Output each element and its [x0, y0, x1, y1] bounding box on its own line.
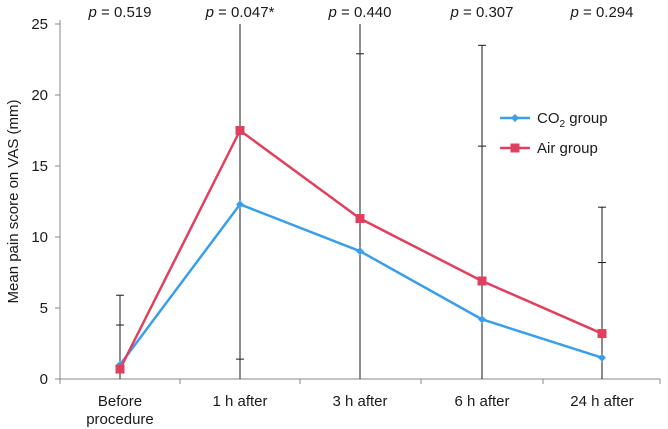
x-tick-label: 1 h after	[212, 393, 267, 410]
x-tick-label: Before	[98, 393, 142, 410]
p-symbol: p	[450, 4, 459, 21]
x-tick-label: 3 h after	[332, 393, 387, 410]
p-value: = 0.307	[459, 4, 514, 21]
p-value-label: p = 0.440	[328, 4, 392, 21]
p-symbol: p	[328, 4, 337, 21]
p-symbol: p	[570, 4, 579, 21]
p-symbol: p	[88, 4, 97, 21]
data-point	[355, 214, 365, 224]
p-value-label: p = 0.294	[570, 4, 634, 21]
data-point	[356, 247, 364, 256]
y-tick-label: 25	[31, 16, 48, 33]
data-point	[478, 315, 486, 324]
y-tick-label: 20	[31, 87, 48, 104]
data-point	[115, 364, 125, 374]
legend-marker	[511, 114, 519, 122]
x-tick-label: 24 h after	[570, 393, 633, 410]
legend-label: CO2 group	[537, 110, 608, 130]
data-point	[598, 353, 606, 362]
y-tick-label: 5	[40, 300, 48, 317]
legend-marker	[510, 143, 520, 153]
p-value-label: p = 0.047*	[205, 4, 275, 21]
x-tick-label: 6 h after	[454, 393, 509, 410]
y-tick-label: 0	[40, 371, 48, 388]
x-tick-label: procedure	[86, 411, 154, 428]
data-point	[235, 126, 245, 135]
data-point	[597, 329, 607, 339]
p-symbol: p	[205, 4, 214, 21]
data-point	[477, 276, 487, 286]
p-value-label: p = 0.307	[450, 4, 514, 21]
p-value: = 0.519	[97, 4, 152, 21]
y-axis-label: Mean pain score on VAS (mm)	[5, 100, 22, 304]
data-point	[236, 200, 244, 209]
y-tick-label: 10	[31, 229, 48, 246]
p-value: = 0.294	[579, 4, 634, 21]
p-value: = 0.047*	[214, 4, 275, 21]
p-value: = 0.440	[337, 4, 392, 21]
legend-label: Air group	[537, 140, 598, 157]
p-value-label: p = 0.519	[88, 4, 152, 21]
series-line	[118, 203, 603, 366]
y-tick-label: 15	[31, 158, 48, 175]
